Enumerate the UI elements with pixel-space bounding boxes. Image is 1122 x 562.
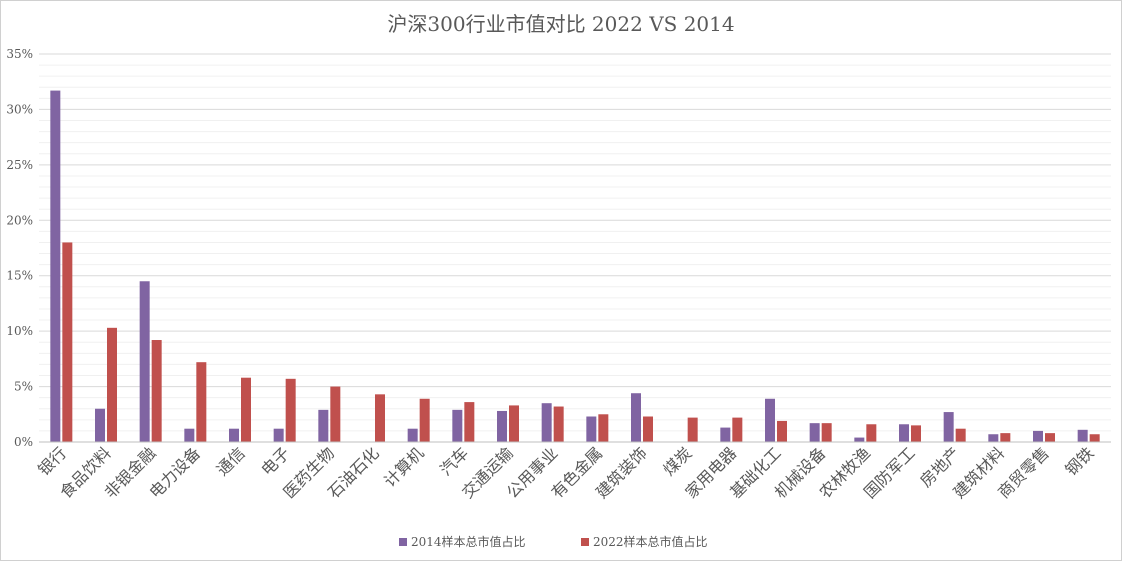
bar-2022 — [821, 423, 832, 442]
bar-2014 — [720, 427, 731, 442]
bar-2022 — [687, 417, 698, 442]
bar-2022 — [241, 377, 251, 442]
y-tick-label: 0% — [14, 435, 33, 449]
bar-2014 — [943, 412, 954, 442]
y-tick-label: 30% — [6, 102, 33, 116]
bar-2014 — [765, 398, 775, 442]
bar-2014 — [1077, 429, 1088, 442]
y-tick-label: 15% — [6, 269, 33, 283]
bar-2022 — [509, 405, 519, 442]
bar-2022 — [777, 420, 787, 442]
bar-2014 — [541, 403, 552, 442]
y-axis-ticks: 0% 5% 10% 15% 20% 25% 30% 35% — [6, 47, 33, 449]
bar-2022 — [375, 394, 385, 442]
legend-swatch-2022 — [581, 538, 589, 546]
bar-2014 — [139, 281, 150, 442]
y-tick-label: 10% — [6, 324, 33, 338]
bar-2014 — [229, 428, 239, 442]
bar-2014 — [899, 424, 909, 442]
bar-2022 — [955, 428, 966, 442]
y-tick-label: 5% — [14, 380, 33, 394]
x-category-label: 计算机 — [380, 443, 427, 490]
bar-2022 — [732, 417, 743, 442]
grid-lines — [39, 53, 1111, 432]
x-category-label: 煤炭 — [659, 443, 695, 479]
legend: 2014样本总市值占比 2022样本总市值占比 — [399, 534, 708, 549]
bar-2022 — [196, 362, 207, 442]
bar-2022 — [151, 340, 162, 442]
bar-2014 — [407, 428, 418, 442]
bar-2014 — [586, 416, 597, 442]
bar-2022 — [62, 242, 73, 442]
bar-2014 — [273, 428, 284, 442]
bar-2022 — [285, 378, 296, 442]
bar-2022 — [553, 406, 564, 442]
bar-2014 — [809, 423, 820, 442]
x-category-label: 通信 — [213, 443, 249, 479]
y-tick-label: 25% — [6, 158, 33, 172]
bar-2022 — [866, 424, 877, 442]
bars — [50, 90, 1100, 442]
x-category-label: 电子 — [257, 443, 293, 479]
bar-2014 — [184, 428, 195, 442]
bar-2014 — [318, 409, 329, 442]
x-category-label: 钢铁 — [1061, 443, 1097, 479]
bar-2022 — [1045, 433, 1055, 442]
x-category-label: 汽车 — [436, 443, 472, 479]
bar-2014 — [631, 393, 641, 442]
bar-2022 — [598, 414, 609, 442]
bar-2014 — [1033, 430, 1043, 442]
bar-2022 — [911, 425, 921, 442]
y-tick-label: 20% — [6, 213, 33, 227]
y-tick-label: 35% — [6, 47, 33, 61]
bar-2022 — [464, 402, 475, 442]
bar-2022 — [107, 327, 117, 442]
bar-2014 — [497, 410, 507, 442]
bar-2022 — [643, 416, 653, 442]
bar-2014 — [988, 434, 999, 442]
bar-2014 — [50, 90, 61, 442]
legend-label-2014: 2014样本总市值占比 — [411, 534, 526, 549]
bar-2014 — [95, 408, 105, 442]
legend-label-2022: 2022样本总市值占比 — [593, 534, 708, 549]
bar-2014 — [452, 409, 463, 442]
bar-2022 — [1089, 434, 1100, 442]
bar-2022 — [1000, 433, 1011, 442]
bar-2022 — [419, 398, 430, 442]
bar-2014 — [854, 437, 865, 442]
chart-title: 沪深300行业市值对比 2022 VS 2014 — [387, 12, 734, 36]
x-category-label: 银行 — [34, 443, 70, 479]
legend-swatch-2014 — [399, 538, 407, 546]
bar-2022 — [330, 386, 341, 442]
